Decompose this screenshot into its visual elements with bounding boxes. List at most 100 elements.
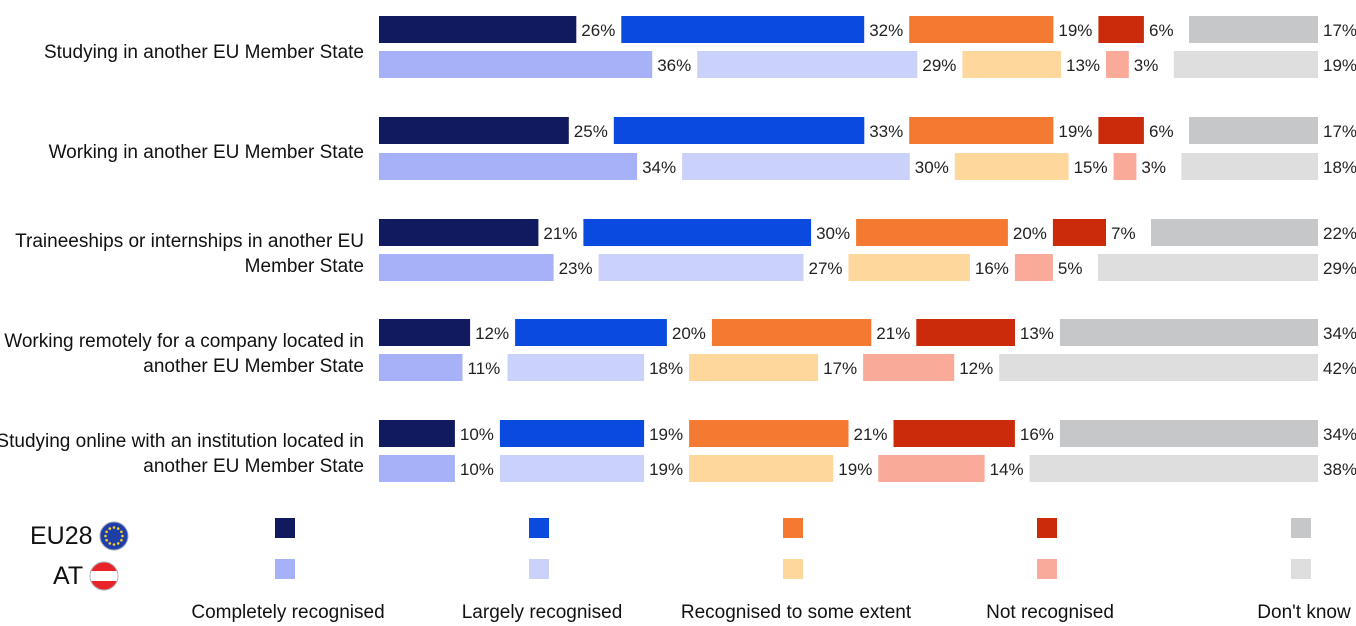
bar-eu28-completely-recognised	[379, 117, 569, 144]
data-label: 25%	[574, 122, 608, 141]
legend-label-completely: Completely recognised	[191, 602, 385, 623]
data-label: 26%	[581, 21, 615, 40]
data-label: 19%	[1323, 56, 1356, 75]
bar-eu28-not-recognised	[1098, 117, 1144, 144]
bar-at-not-recognised	[863, 354, 955, 381]
legend-group-eu28: EU28	[30, 521, 129, 551]
data-label: 7%	[1111, 224, 1136, 243]
bar-at-don-t-know	[1181, 153, 1318, 180]
bar-eu28-don-t-know	[1151, 219, 1318, 246]
bar-at-completely-recognised	[379, 51, 653, 78]
bar-at-not-recognised	[878, 455, 985, 482]
category-label: Studying online with an institution loca…	[0, 431, 364, 477]
bar-at-don-t-know	[1097, 254, 1318, 281]
data-label: 20%	[1013, 224, 1047, 243]
bar-at-don-t-know	[1029, 455, 1318, 482]
bar-at-completely-recognised	[379, 254, 554, 281]
bar-at-largely-recognised	[598, 254, 804, 281]
data-label: 23%	[559, 259, 593, 278]
bar-eu28-recognised-to-some-extent	[909, 16, 1054, 43]
data-label: 36%	[657, 56, 691, 75]
bar-eu28-don-t-know	[1059, 420, 1318, 447]
category-label: Working remotely for a company located i…	[4, 331, 364, 377]
data-label: 21%	[876, 324, 910, 343]
legend-swatch-at-not	[1037, 559, 1057, 579]
category-label: Working in another EU Member State	[48, 142, 364, 163]
bar-at-largely-recognised	[682, 153, 910, 180]
legend-label-some-extent: Recognised to some extent	[680, 602, 912, 623]
data-label: 32%	[869, 21, 903, 40]
data-label: 19%	[1058, 122, 1092, 141]
bar-at-largely-recognised	[499, 455, 645, 482]
data-label: 12%	[959, 359, 993, 378]
data-label: 21%	[543, 224, 577, 243]
data-label: 3%	[1134, 56, 1159, 75]
data-label: 19%	[1058, 21, 1092, 40]
legend-swatch-at-largely	[529, 559, 549, 579]
austria-flag-icon	[89, 561, 119, 591]
data-label: 13%	[1066, 56, 1100, 75]
bar-eu28-not-recognised	[893, 420, 1015, 447]
bar-eu28-not-recognised	[1098, 16, 1144, 43]
legend-label-not: Not recognised	[986, 602, 1114, 623]
data-label: 34%	[1323, 425, 1356, 444]
legend-label-largely: Largely recognised	[461, 602, 623, 623]
bar-at-don-t-know	[1173, 51, 1318, 78]
legend-swatch-at-dont-know	[1291, 559, 1311, 579]
bar-at-largely-recognised	[507, 354, 645, 381]
bar-at-recognised-to-some-extent	[954, 153, 1069, 180]
bar-eu28-recognised-to-some-extent	[711, 319, 872, 346]
bar-eu28-not-recognised	[1052, 219, 1106, 246]
bar-at-recognised-to-some-extent	[962, 51, 1062, 78]
data-label: 34%	[642, 158, 676, 177]
data-label: 29%	[1323, 259, 1356, 278]
legend-swatch-at-some-extent	[783, 559, 803, 579]
data-label: 27%	[809, 259, 843, 278]
bar-eu28-recognised-to-some-extent	[689, 420, 849, 447]
data-label: 12%	[475, 324, 509, 343]
data-label: 19%	[649, 425, 683, 444]
data-label: 18%	[1323, 158, 1356, 177]
bar-eu28-not-recognised	[916, 319, 1015, 346]
data-label: 29%	[922, 56, 956, 75]
data-label: 6%	[1149, 122, 1174, 141]
data-label: 22%	[1323, 224, 1356, 243]
bar-at-completely-recognised	[379, 354, 463, 381]
bar-at-recognised-to-some-extent	[689, 354, 819, 381]
bar-at-recognised-to-some-extent	[689, 455, 834, 482]
data-label: 16%	[1020, 425, 1054, 444]
data-label: 17%	[1323, 122, 1356, 141]
data-label: 34%	[1323, 324, 1356, 343]
data-label: 42%	[1323, 359, 1356, 378]
data-label: 17%	[823, 359, 857, 378]
bar-eu28-don-t-know	[1059, 319, 1318, 346]
data-label: 3%	[1141, 158, 1166, 177]
bar-at-not-recognised	[1014, 254, 1053, 281]
data-label: 18%	[649, 359, 683, 378]
legend-swatch-eu28-not	[1037, 518, 1057, 538]
bar-eu28-largely-recognised	[613, 117, 865, 144]
legend-swatch-eu28-dont-know	[1291, 518, 1311, 538]
bar-eu28-completely-recognised	[379, 219, 539, 246]
legend-swatch-eu28-some-extent	[783, 518, 803, 538]
bar-at-not-recognised	[1113, 153, 1137, 180]
legend-group-at: AT	[53, 561, 119, 591]
bar-eu28-recognised-to-some-extent	[909, 117, 1054, 144]
data-label: 16%	[975, 259, 1009, 278]
legend-swatch-eu28-largely	[529, 518, 549, 538]
data-label: 5%	[1058, 259, 1083, 278]
eu-flag-icon	[99, 521, 129, 551]
data-label: 20%	[672, 324, 706, 343]
data-label: 33%	[869, 122, 903, 141]
data-label: 17%	[1323, 21, 1356, 40]
legend-label-dont-know: Don't know	[1257, 602, 1351, 623]
legend-swatch-at-completely	[275, 559, 295, 579]
bar-eu28-completely-recognised	[379, 16, 577, 43]
bar-eu28-don-t-know	[1189, 16, 1318, 43]
legend-swatch-eu28-completely	[275, 518, 295, 538]
data-label: 30%	[915, 158, 949, 177]
bar-eu28-largely-recognised	[583, 219, 812, 246]
data-label: 10%	[460, 425, 494, 444]
